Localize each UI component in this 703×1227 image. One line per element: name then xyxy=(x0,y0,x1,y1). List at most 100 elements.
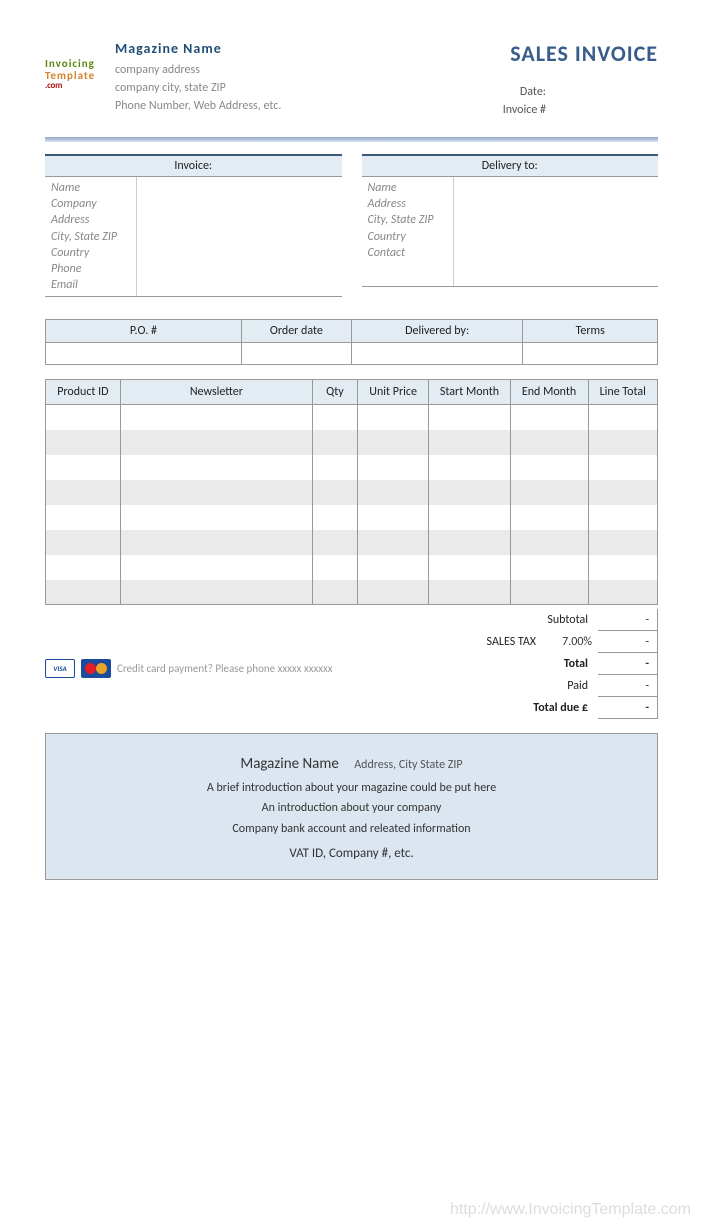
payment-section: VISA Credit card payment? Please phone x… xyxy=(45,609,418,719)
items-header: Product ID xyxy=(46,380,121,405)
po-header: Order date xyxy=(241,320,351,343)
items-header: Newsletter xyxy=(120,380,312,405)
items-row xyxy=(46,480,658,505)
footer-name: Magazine Name xyxy=(240,755,338,773)
items-header: Start Month xyxy=(429,380,510,405)
subtotal-label: Subtotal xyxy=(418,613,598,627)
subtotal-value: - xyxy=(598,609,658,631)
ship-to-header: Delivery to: xyxy=(362,156,659,177)
divider-band xyxy=(45,137,658,142)
items-header-row: Product ID Newsletter Qty Unit Price Sta… xyxy=(46,380,658,405)
items-row xyxy=(46,580,658,605)
company-block: Magazine Name company address company ci… xyxy=(115,40,281,119)
po-table: P.O. # Order date Delivered by: Terms xyxy=(45,319,658,365)
company-address: company address xyxy=(115,61,281,79)
date-label: Date: xyxy=(466,83,546,101)
po-cell xyxy=(523,343,658,365)
ship-to-label: City, State ZIP xyxy=(368,212,447,228)
footer-title: Magazine Name Address, City State ZIP xyxy=(56,752,647,778)
meta-date-row: Date: xyxy=(418,83,658,101)
po-header: Terms xyxy=(523,320,658,343)
po-header: P.O. # xyxy=(46,320,242,343)
header-left: Invoicing Template .com Magazine Name co… xyxy=(45,40,418,119)
below-items: VISA Credit card payment? Please phone x… xyxy=(45,609,658,719)
card-row: VISA Credit card payment? Please phone x… xyxy=(45,659,418,678)
tax-pct: 7.00% xyxy=(546,635,598,649)
ship-to-box: Delivery to: Name Address City, State ZI… xyxy=(362,154,659,297)
visa-icon: VISA xyxy=(45,659,75,678)
po-data-row xyxy=(46,343,658,365)
footer-vat: VAT ID, Company #, etc. xyxy=(56,843,647,865)
items-row xyxy=(46,530,658,555)
items-header: Line Total xyxy=(588,380,657,405)
ship-to-labels: Name Address City, State ZIP Country Con… xyxy=(362,177,454,286)
bill-to-values xyxy=(137,177,342,296)
total-row: Total - xyxy=(418,653,658,675)
po-cell xyxy=(241,343,351,365)
bill-to-label: Name xyxy=(51,180,130,196)
due-row: Total due £ - xyxy=(418,697,658,719)
date-value xyxy=(558,83,658,101)
items-row xyxy=(46,430,658,455)
bill-to-label: Address xyxy=(51,212,130,228)
items-row xyxy=(46,505,658,530)
bill-to-label: City, State ZIP xyxy=(51,229,130,245)
footer-line-2: An introduction about your company xyxy=(56,798,647,818)
due-value: - xyxy=(598,697,658,719)
tax-value: - xyxy=(598,631,658,653)
ship-to-label: Address xyxy=(368,196,447,212)
invoice-number-value xyxy=(558,101,658,119)
header: Invoicing Template .com Magazine Name co… xyxy=(45,40,658,119)
paid-label: Paid xyxy=(418,679,598,693)
bill-to-body: Name Company Address City, State ZIP Cou… xyxy=(45,177,342,297)
mastercard-icon xyxy=(81,659,111,678)
header-right: SALES INVOICE Date: Invoice # xyxy=(418,40,658,119)
bill-to-header: Invoice: xyxy=(45,156,342,177)
footer-addr: Address, City State ZIP xyxy=(354,758,462,772)
subtotal-row: Subtotal - xyxy=(418,609,658,631)
bill-to-label: Country xyxy=(51,245,130,261)
due-label: Total due £ xyxy=(418,701,598,715)
items-row xyxy=(46,455,658,480)
items-row xyxy=(46,405,658,430)
footer-line-3: Company bank account and releated inform… xyxy=(56,819,647,839)
ship-to-values xyxy=(454,177,659,286)
document-title: SALES INVOICE xyxy=(418,40,658,67)
items-table: Product ID Newsletter Qty Unit Price Sta… xyxy=(45,379,658,605)
po-cell xyxy=(351,343,522,365)
meta-invoice-row: Invoice # xyxy=(418,101,658,119)
watermark: http://www.InvoicingTemplate.com xyxy=(450,1201,691,1219)
logo-line-1: Invoicing xyxy=(45,58,107,70)
cc-payment-text: Credit card payment? Please phone xxxxx … xyxy=(117,662,333,675)
total-value: - xyxy=(598,653,658,675)
footer-line-1: A brief introduction about your magazine… xyxy=(56,778,647,798)
bill-to-label: Email xyxy=(51,277,130,293)
items-row xyxy=(46,555,658,580)
bill-to-label: Phone xyxy=(51,261,130,277)
bill-to-box: Invoice: Name Company Address City, Stat… xyxy=(45,154,342,297)
items-header: Qty xyxy=(313,380,358,405)
tax-row: SALES TAX 7.00% - xyxy=(418,631,658,653)
invoice-number-label: Invoice # xyxy=(466,101,546,119)
company-name: Magazine Name xyxy=(115,40,281,57)
ship-to-label: Country xyxy=(368,229,447,245)
address-section: Invoice: Name Company Address City, Stat… xyxy=(45,154,658,297)
items-header: End Month xyxy=(510,380,588,405)
company-contact: Phone Number, Web Address, etc. xyxy=(115,97,281,115)
ship-to-label: Contact xyxy=(368,245,447,261)
total-label: Total xyxy=(418,657,598,671)
ship-to-body: Name Address City, State ZIP Country Con… xyxy=(362,177,659,287)
footer-box: Magazine Name Address, City State ZIP A … xyxy=(45,733,658,880)
ship-to-label: Name xyxy=(368,180,447,196)
items-header: Unit Price xyxy=(357,380,429,405)
paid-row: Paid - xyxy=(418,675,658,697)
logo: Invoicing Template .com xyxy=(45,58,107,119)
po-cell xyxy=(46,343,242,365)
bill-to-label: Company xyxy=(51,196,130,212)
logo-line-3: .com xyxy=(45,81,107,90)
company-city: company city, state ZIP xyxy=(115,79,281,97)
bill-to-labels: Name Company Address City, State ZIP Cou… xyxy=(45,177,137,296)
totals-section: Subtotal - SALES TAX 7.00% - Total - Pai… xyxy=(418,609,658,719)
tax-label: SALES TAX xyxy=(418,635,546,649)
po-header: Delivered by: xyxy=(351,320,522,343)
